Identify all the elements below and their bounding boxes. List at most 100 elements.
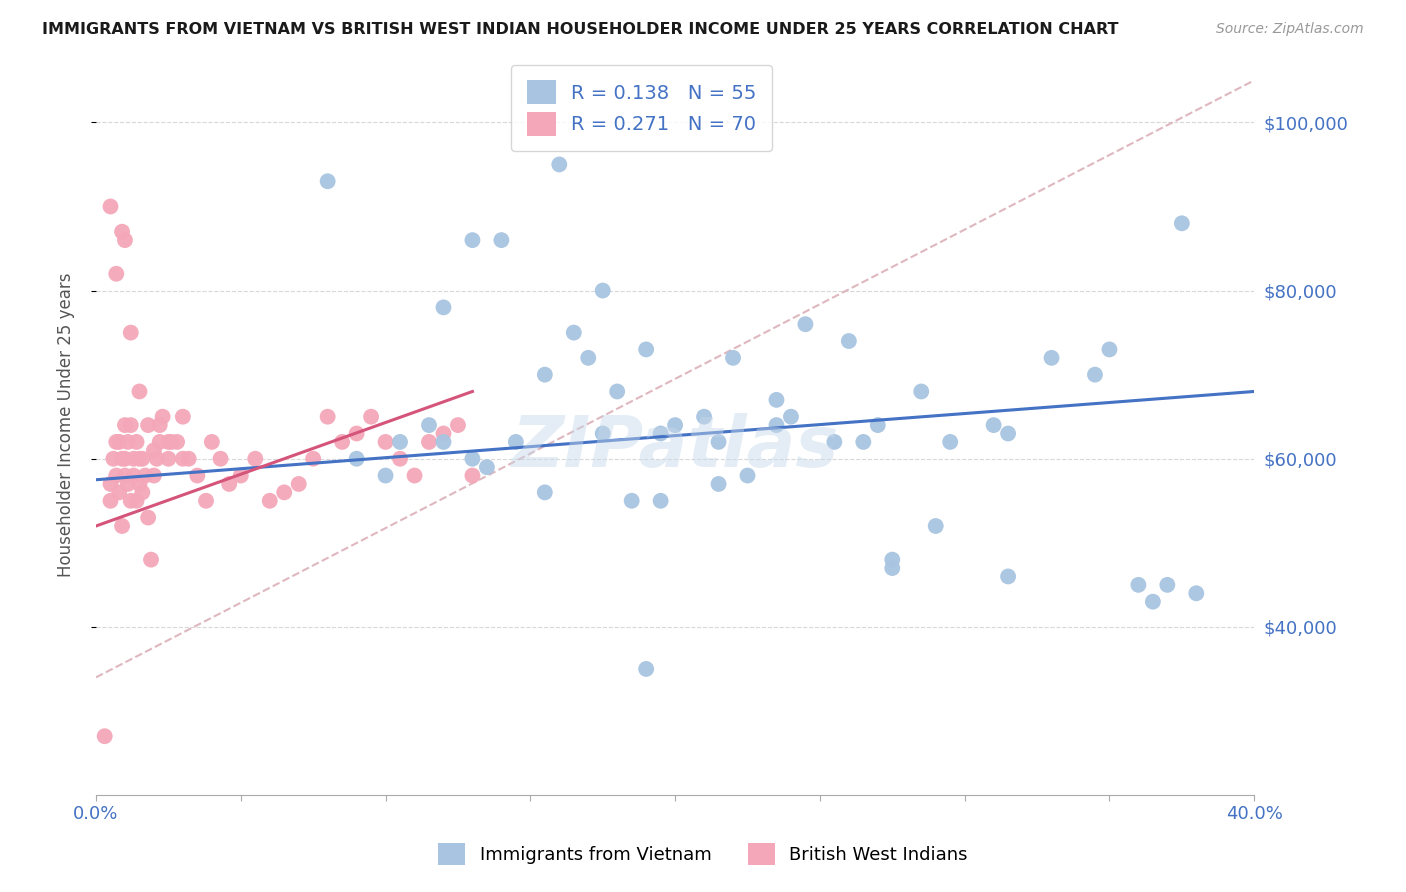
Point — [111, 225, 134, 239]
Point — [120, 326, 142, 340]
Point — [346, 451, 368, 466]
Point — [134, 468, 156, 483]
Point — [120, 493, 142, 508]
Point — [737, 468, 759, 483]
Point — [707, 477, 730, 491]
Point — [100, 199, 122, 213]
Text: Source: ZipAtlas.com: Source: ZipAtlas.com — [1216, 22, 1364, 37]
Point — [330, 434, 353, 449]
Point — [166, 434, 188, 449]
Point — [302, 451, 325, 466]
Point — [316, 174, 339, 188]
Point — [592, 284, 614, 298]
Point — [461, 233, 484, 247]
Point — [475, 460, 498, 475]
Point — [100, 477, 122, 491]
Point — [125, 493, 148, 508]
Point — [273, 485, 295, 500]
Point — [765, 418, 787, 433]
Point — [925, 519, 948, 533]
Point — [146, 451, 169, 466]
Point — [636, 662, 658, 676]
Point — [432, 301, 454, 315]
Point — [195, 493, 218, 508]
Point — [664, 418, 686, 433]
Point — [533, 368, 555, 382]
Point — [142, 468, 165, 483]
Point — [1156, 578, 1178, 592]
Point — [259, 493, 281, 508]
Point — [136, 510, 159, 524]
Point — [346, 426, 368, 441]
Point — [125, 434, 148, 449]
Point — [287, 477, 309, 491]
Point — [316, 409, 339, 424]
Point — [939, 434, 962, 449]
Point — [562, 326, 585, 340]
Y-axis label: Householder Income Under 25 years: Householder Income Under 25 years — [58, 273, 75, 577]
Point — [105, 434, 128, 449]
Legend: Immigrants from Vietnam, British West Indians: Immigrants from Vietnam, British West In… — [429, 834, 977, 874]
Point — [491, 233, 513, 247]
Point — [693, 409, 716, 424]
Point — [172, 451, 194, 466]
Point — [418, 418, 440, 433]
Point — [780, 409, 803, 424]
Point — [149, 418, 172, 433]
Point — [122, 451, 145, 466]
Point — [160, 434, 183, 449]
Point — [360, 409, 382, 424]
Point — [606, 384, 628, 399]
Point — [882, 561, 904, 575]
Point — [108, 434, 131, 449]
Point — [108, 485, 131, 500]
Point — [122, 468, 145, 483]
Point — [794, 317, 817, 331]
Point — [142, 443, 165, 458]
Point — [114, 418, 136, 433]
Point — [157, 434, 180, 449]
Point — [533, 485, 555, 500]
Point — [114, 451, 136, 466]
Point — [229, 468, 252, 483]
Point — [997, 426, 1019, 441]
Point — [100, 493, 122, 508]
Text: ZIPatlas: ZIPatlas — [512, 413, 839, 482]
Point — [432, 426, 454, 441]
Point — [650, 493, 672, 508]
Point — [103, 451, 125, 466]
Point — [374, 434, 396, 449]
Point — [404, 468, 426, 483]
Point — [374, 468, 396, 483]
Point — [1171, 216, 1194, 230]
Point — [114, 468, 136, 483]
Point — [120, 418, 142, 433]
Text: IMMIGRANTS FROM VIETNAM VS BRITISH WEST INDIAN HOUSEHOLDER INCOME UNDER 25 YEARS: IMMIGRANTS FROM VIETNAM VS BRITISH WEST … — [42, 22, 1119, 37]
Point — [910, 384, 932, 399]
Point — [650, 426, 672, 441]
Point — [111, 451, 134, 466]
Point — [418, 434, 440, 449]
Point — [983, 418, 1005, 433]
Point — [765, 392, 787, 407]
Point — [505, 434, 527, 449]
Point — [117, 434, 139, 449]
Point — [128, 477, 150, 491]
Point — [114, 233, 136, 247]
Point — [201, 434, 224, 449]
Point — [1040, 351, 1063, 365]
Point — [592, 426, 614, 441]
Point — [186, 468, 208, 483]
Point — [128, 451, 150, 466]
Point — [131, 485, 153, 500]
Point — [447, 418, 470, 433]
Point — [461, 451, 484, 466]
Point — [548, 157, 571, 171]
Point — [389, 451, 412, 466]
Point — [852, 434, 875, 449]
Point — [997, 569, 1019, 583]
Point — [823, 434, 845, 449]
Point — [117, 477, 139, 491]
Point — [172, 409, 194, 424]
Point — [177, 451, 200, 466]
